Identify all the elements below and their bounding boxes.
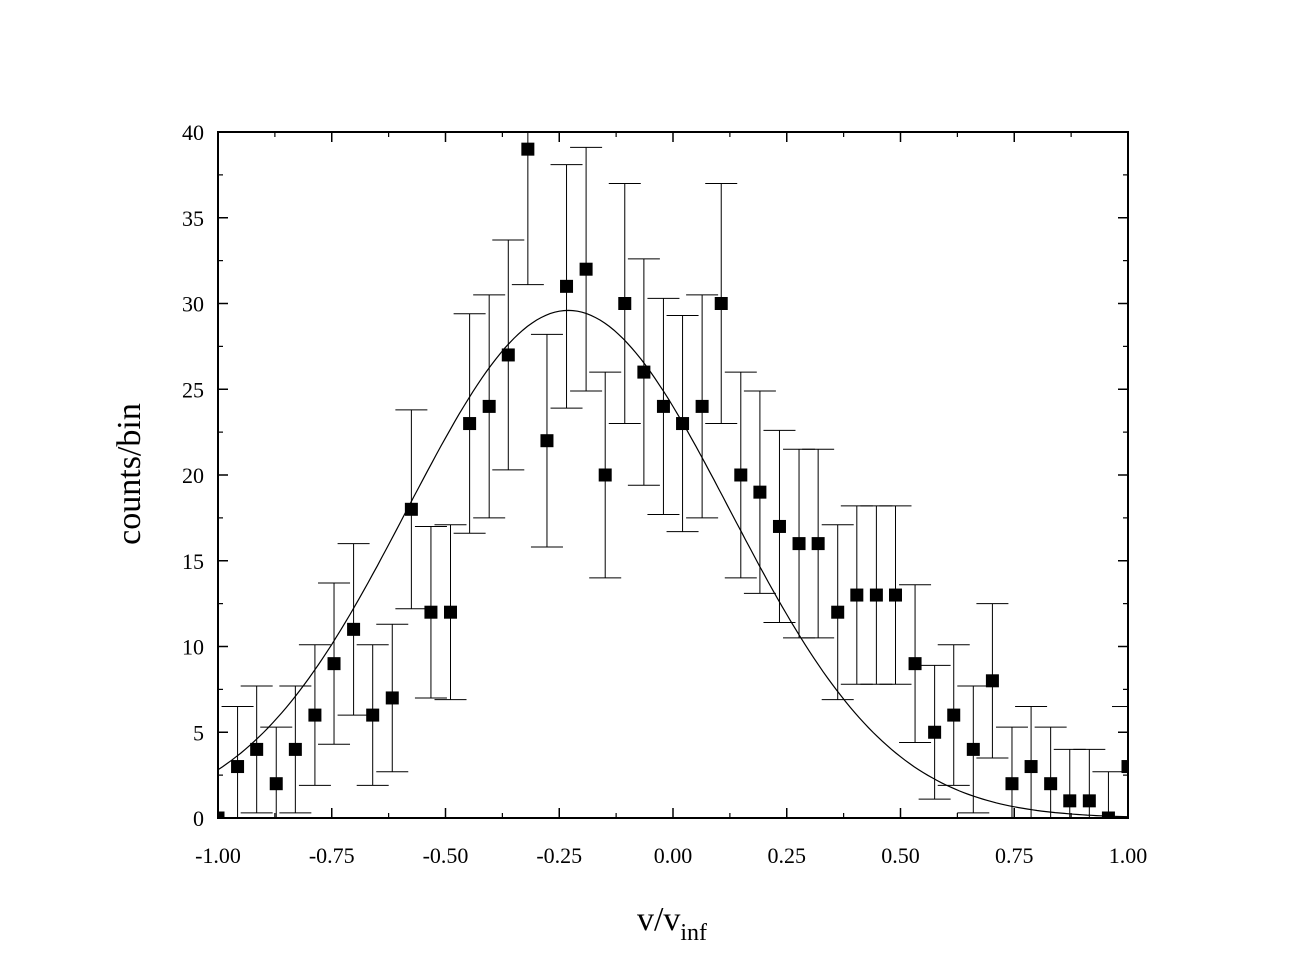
- fit-curve-layer: [217, 309, 1129, 818]
- x-tick-label: 0.75: [995, 843, 1034, 868]
- data-point: [1101, 811, 1115, 819]
- data-point: [1082, 794, 1096, 808]
- data-point: [288, 742, 302, 756]
- y-tick-label: 0: [193, 806, 204, 831]
- y-tick-label: 25: [182, 377, 204, 402]
- data-point: [521, 142, 535, 156]
- data-point: [404, 502, 418, 516]
- x-tick-label: 0.50: [881, 843, 920, 868]
- x-axis-ticks: -1.00 -0.75 -0.50 -0.25 0.00 0.25 0.50 0.75 1.00: [195, 132, 1147, 868]
- data-point: [831, 605, 845, 619]
- data-point: [985, 674, 999, 688]
- fit-curve: [217, 309, 1129, 818]
- data-point: [618, 297, 632, 310]
- data-points: [217, 142, 1129, 819]
- data-point: [850, 588, 864, 602]
- data-point: [444, 605, 458, 619]
- data-point: [269, 777, 283, 791]
- data-point: [598, 468, 612, 482]
- y-tick-label: 10: [182, 635, 204, 660]
- data-point: [347, 622, 361, 636]
- data-point: [1121, 760, 1129, 774]
- x-tick-label: -0.75: [309, 843, 355, 868]
- data-point: [656, 399, 670, 413]
- data-point: [792, 537, 806, 551]
- data-point: [947, 708, 961, 722]
- data-point: [695, 399, 709, 413]
- data-point: [1044, 777, 1058, 791]
- data-point: [463, 417, 477, 431]
- data-point: [637, 365, 651, 379]
- data-point: [676, 417, 690, 431]
- data-point: [1024, 760, 1038, 774]
- data-point: [308, 708, 322, 722]
- x-tick-label: -0.50: [423, 843, 469, 868]
- data-point: [366, 708, 380, 722]
- data-point: [811, 537, 825, 551]
- data-point: [888, 588, 902, 602]
- x-tick-label: 0.00: [654, 843, 693, 868]
- data-point: [772, 519, 786, 533]
- data-point: [424, 605, 438, 619]
- x-axis-title-subscript: inf: [680, 920, 707, 946]
- data-point: [966, 742, 980, 756]
- y-axis-ticks: 0 5 10 15 20 25 30 35 40: [182, 120, 1128, 831]
- y-tick-label: 20: [182, 463, 204, 488]
- y-tick-label: 30: [182, 292, 204, 317]
- x-tick-label: 0.25: [768, 843, 807, 868]
- data-point: [734, 468, 748, 482]
- data-point: [928, 725, 942, 739]
- x-tick-label: -0.25: [536, 843, 582, 868]
- y-tick-label: 15: [182, 549, 204, 574]
- data-point: [482, 399, 496, 413]
- data-point: [1063, 794, 1077, 808]
- data-point: [1005, 777, 1019, 791]
- x-tick-label: -1.00: [195, 843, 241, 868]
- x-tick-label: 1.00: [1109, 843, 1148, 868]
- data-point: [579, 262, 593, 276]
- data-point: [327, 657, 341, 671]
- data-point: [560, 279, 574, 293]
- data-point: [250, 742, 264, 756]
- data-point: [217, 811, 225, 819]
- y-tick-label: 40: [182, 120, 204, 145]
- data-point: [869, 588, 883, 602]
- data-point: [231, 760, 245, 774]
- data-point: [385, 691, 399, 705]
- data-point: [908, 657, 922, 671]
- y-axis-title: counts/bin: [111, 403, 148, 545]
- y-tick-label: 35: [182, 206, 204, 231]
- x-axis-title-main: v/v: [637, 901, 680, 938]
- y-tick-label: 5: [193, 720, 204, 745]
- data-point: [753, 485, 767, 499]
- x-axis-title: v/vinf: [637, 901, 707, 946]
- error-bars: [221, 132, 1129, 818]
- data-point: [714, 297, 728, 310]
- data-point: [540, 434, 554, 448]
- data-point: [501, 348, 515, 362]
